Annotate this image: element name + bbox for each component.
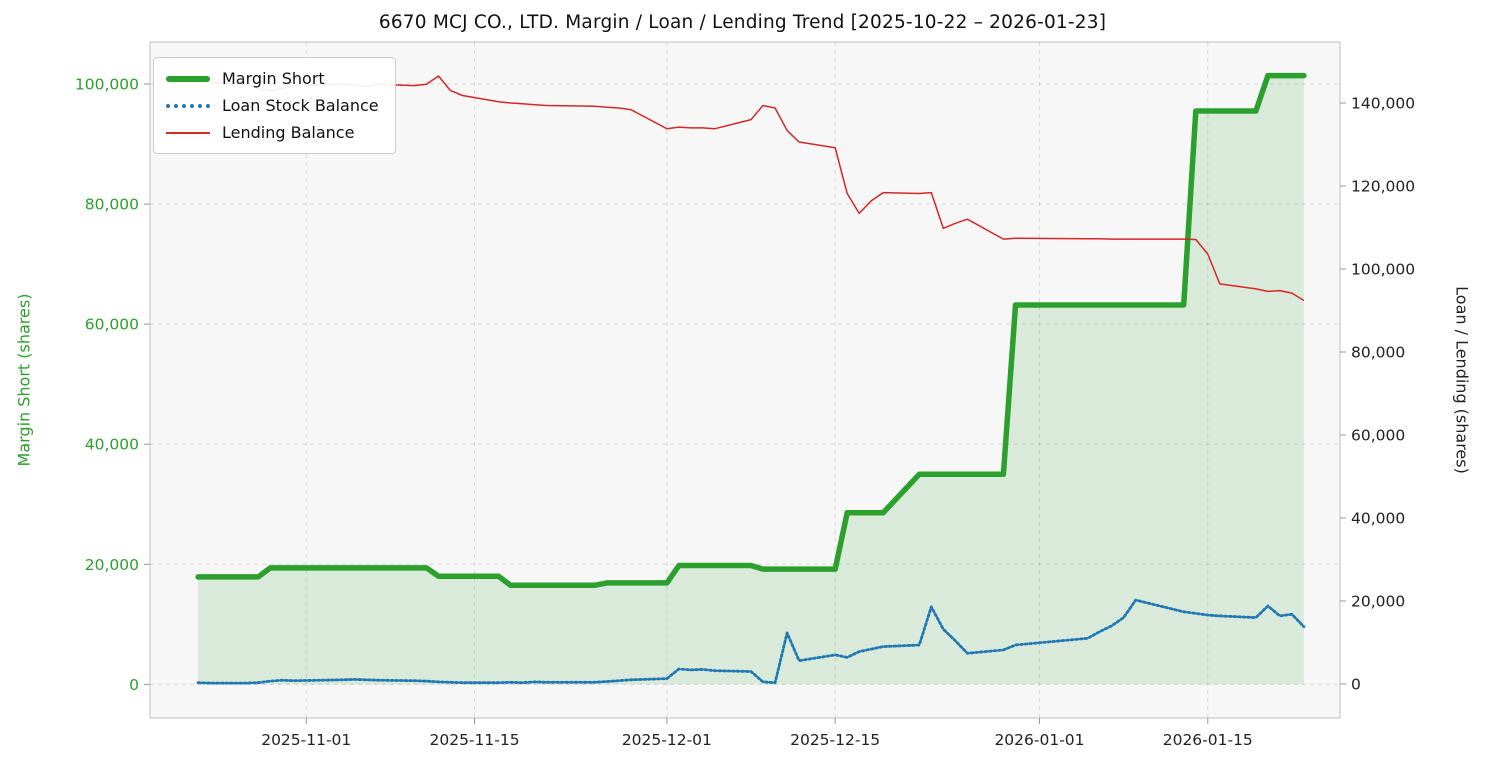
left-axis-label: Margin Short (shares) <box>14 293 34 467</box>
right-axis-label: Loan / Lending (shares) <box>1452 286 1472 474</box>
y-right-tick-label: 0 <box>1351 675 1361 693</box>
x-tick-label: 2026-01-01 <box>994 731 1084 749</box>
legend-item-lending: Lending Balance <box>166 119 379 146</box>
margin-short-line <box>195 72 1307 589</box>
legend-label-lending: Lending Balance <box>222 123 355 142</box>
lending-line-swatch <box>166 131 210 134</box>
chart-legend: Margin Short Loan Stock Balance Lending … <box>153 57 396 154</box>
y-right-tick-label: 100,000 <box>1351 260 1415 278</box>
loan-stock-line-swatch <box>166 103 210 108</box>
plot-border <box>149 41 1341 719</box>
y-right-tick-label: 40,000 <box>1351 509 1405 527</box>
y-right-tick-label: 120,000 <box>1351 177 1415 195</box>
margin-short-area <box>198 75 1304 685</box>
y-right-tick-label: 140,000 <box>1351 95 1415 113</box>
legend-item-loan-stock: Loan Stock Balance <box>166 92 379 119</box>
x-tick-label: 2026-01-15 <box>1163 731 1253 749</box>
x-tick-label: 2025-11-01 <box>261 731 351 749</box>
legend-label-loan-stock: Loan Stock Balance <box>222 96 379 115</box>
x-tick-label: 2025-12-15 <box>790 731 880 749</box>
y-right-tick-label: 60,000 <box>1351 426 1405 444</box>
y-left-tick-label: 60,000 <box>85 316 139 334</box>
x-tick-label: 2025-12-01 <box>622 731 712 749</box>
loan-stock-line <box>196 598 1306 685</box>
plot-background <box>150 42 1340 718</box>
legend-label-margin-short: Margin Short <box>222 69 325 88</box>
y-left-tick-label: 40,000 <box>85 436 139 454</box>
chart-title: 6670 MCJ CO., LTD. Margin / Loan / Lendi… <box>378 12 1107 33</box>
x-tick-label: 2025-11-15 <box>429 731 519 749</box>
y-left-tick-label: 100,000 <box>75 76 139 94</box>
margin-short-line-swatch <box>166 75 210 82</box>
y-right-tick-label: 20,000 <box>1351 592 1405 610</box>
y-left-tick-label: 20,000 <box>85 556 139 574</box>
y-left-tick-label: 80,000 <box>85 196 139 214</box>
y-right-tick-label: 80,000 <box>1351 343 1405 361</box>
y-left-tick-label: 0 <box>129 676 139 694</box>
legend-item-margin-short: Margin Short <box>166 65 379 92</box>
